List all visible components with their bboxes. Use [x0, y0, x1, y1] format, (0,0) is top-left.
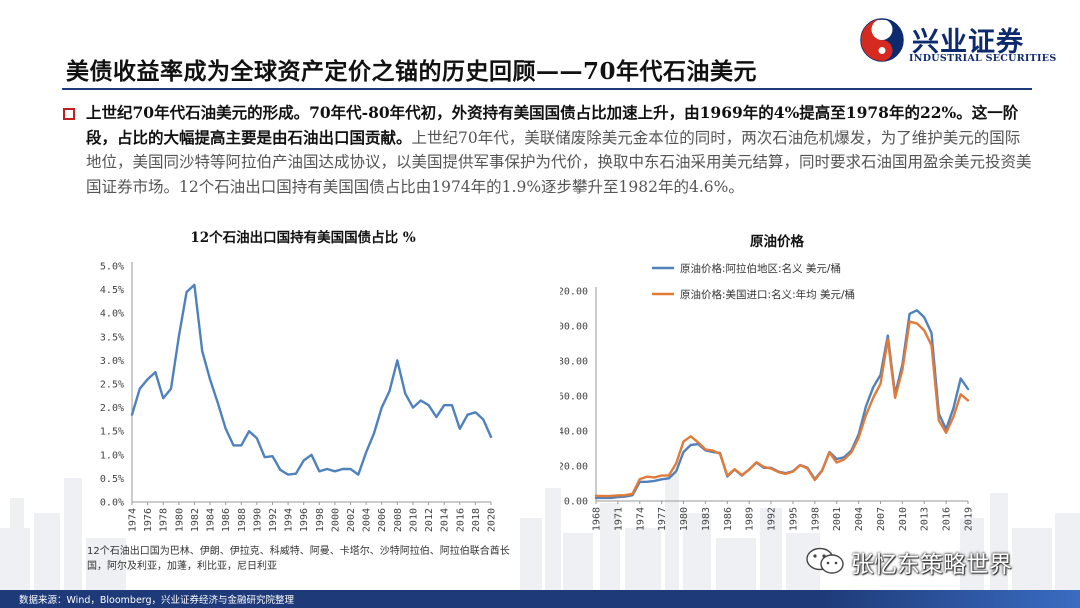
x-tick-label: 2016 — [455, 508, 466, 532]
y-tick-label: 20.00 — [560, 462, 588, 473]
y-tick-label: 3.5% — [100, 332, 124, 343]
x-tick-label: 2000 — [330, 508, 341, 532]
x-tick-label: 2016 — [942, 507, 953, 531]
x-tick-label: 1980 — [679, 507, 690, 531]
x-tick-label: 1984 — [206, 508, 217, 532]
x-tick-label: 1996 — [299, 508, 310, 532]
x-tick-label: 1994 — [284, 508, 295, 532]
x-tick-label: 2013 — [920, 507, 931, 531]
summary-paragraph: 上世纪70年代石油美元的形成。70年代-80年代初，外资持有美国国债占比加速上升… — [86, 101, 1032, 199]
y-tick-label: 2.0% — [100, 403, 124, 414]
x-tick-label: 2010 — [408, 508, 419, 532]
x-tick-label: 1998 — [315, 508, 326, 532]
x-tick-label: 1990 — [252, 508, 263, 532]
x-tick-label: 1998 — [810, 507, 821, 531]
footer-bar — [0, 590, 1080, 608]
x-tick-label: 2002 — [346, 508, 357, 532]
x-tick-label: 1986 — [221, 508, 232, 532]
x-tick-label: 2014 — [440, 508, 451, 532]
series-line-2 — [594, 320, 970, 498]
x-tick-label: 1992 — [767, 507, 778, 531]
x-tick-label: 1974 — [635, 507, 646, 531]
x-tick-label: 2001 — [832, 507, 843, 531]
summary-bold-text: 上世纪70年代石油美元的形成。70年代-80年代初，外资持有美国国债占比加速上升… — [86, 103, 1019, 147]
y-tick-label: 40.00 — [560, 427, 588, 438]
x-tick-label: 1995 — [788, 507, 799, 531]
title-divider — [62, 88, 1032, 90]
x-tick-label: 1978 — [159, 508, 170, 532]
x-tick-label: 2007 — [876, 507, 887, 531]
x-tick-label: 1989 — [745, 507, 756, 531]
x-tick-label: 2010 — [898, 507, 909, 531]
x-tick-label: 2004 — [854, 507, 865, 531]
y-tick-label: 4.0% — [100, 309, 124, 320]
x-tick-label: 2020 — [487, 508, 498, 532]
chart-title: 12个石油出口国持有美国国债占比 % — [190, 229, 415, 246]
chart-footnote: 12个石油出口国为巴林、伊朗、伊拉克、科威特、阿曼、卡塔尔、沙特阿拉伯、阿拉伯联… — [87, 546, 510, 572]
summary-normal-text: 上世纪70年代，美联储废除美元金本位的同时，两次石油危机爆发，为了维护美元的国际… — [86, 128, 1032, 196]
y-tick-label: 100.00 — [560, 322, 588, 333]
y-tick-label: 1.0% — [100, 450, 124, 461]
bullet-square-icon — [63, 108, 75, 120]
watermark-text: 张忆东策略世界 — [851, 552, 1012, 578]
crude-oil-price-chart: 原油价格 0.00 20.00 40.00 60.00 80.00 100.00 120.00… — [560, 233, 975, 531]
x-tick-label: 1983 — [701, 507, 712, 531]
series-line-1 — [130, 283, 493, 476]
x-tick-label: 2008 — [393, 508, 404, 532]
x-tick-label: 1986 — [723, 507, 734, 531]
x-tick-label: 2004 — [362, 508, 373, 532]
x-tick-label: 2019 — [964, 507, 975, 531]
logo-emblem-icon — [860, 18, 904, 62]
legend-label-1: 原油价格:阿拉伯地区:名义 美元/桶 — [680, 262, 841, 275]
x-tick-label: 1974 — [128, 508, 139, 532]
series-line-1 — [594, 309, 970, 500]
x-tick-label: 1982 — [190, 508, 201, 532]
page-title: 美债收益率成为全球资产定价之锚的历史回顾——70年代石油美元 — [66, 58, 758, 85]
y-tick-label: 60.00 — [560, 392, 588, 403]
x-tick-label: 1977 — [657, 507, 668, 531]
x-tick-label: 1988 — [237, 508, 248, 532]
legend-label-2: 原油价格:美国进口:名义:年均 美元/桶 — [680, 288, 855, 301]
x-tick-label: 2018 — [471, 508, 482, 532]
data-source-text: 数据来源：Wind，Bloomberg，兴业证券经济与金融研究院整理 — [19, 595, 295, 606]
x-tick-label: 1976 — [143, 508, 154, 532]
chart-title: 原油价格 — [750, 233, 804, 250]
y-tick-label: 120.00 — [560, 287, 588, 298]
oil-exporters-treasury-share-chart: 12个石油出口国持有美国国债占比 % 0.0% 0.5% 1.0% 1.5% 2.0% 2.… — [100, 229, 498, 532]
y-tick-label: 0.0% — [100, 498, 124, 509]
y-tick-label: 4.5% — [100, 285, 124, 296]
logo-english-name: INDUSTRIAL SECURITIES — [909, 53, 1057, 64]
y-tick-label: 80.00 — [560, 357, 588, 368]
y-tick-label: 5.0% — [100, 262, 124, 273]
wechat-icon — [806, 547, 844, 574]
company-logo: 兴业证券 INDUSTRIAL SECURITIES — [860, 18, 1065, 64]
y-tick-label: 0.5% — [100, 474, 124, 485]
y-tick-label: 3.0% — [100, 356, 124, 367]
x-tick-label: 1980 — [174, 508, 185, 532]
x-tick-label: 2006 — [377, 508, 388, 532]
x-tick-label: 1968 — [592, 507, 603, 531]
y-tick-label: 1.5% — [100, 427, 124, 438]
y-tick-label: 0.00 — [564, 497, 588, 508]
logo-chinese-name: 兴业证券 — [912, 27, 1024, 58]
x-tick-label: 1992 — [268, 508, 279, 532]
y-tick-label: 2.5% — [100, 380, 124, 391]
x-tick-label: 1971 — [613, 507, 624, 531]
x-tick-label: 2012 — [424, 508, 435, 532]
